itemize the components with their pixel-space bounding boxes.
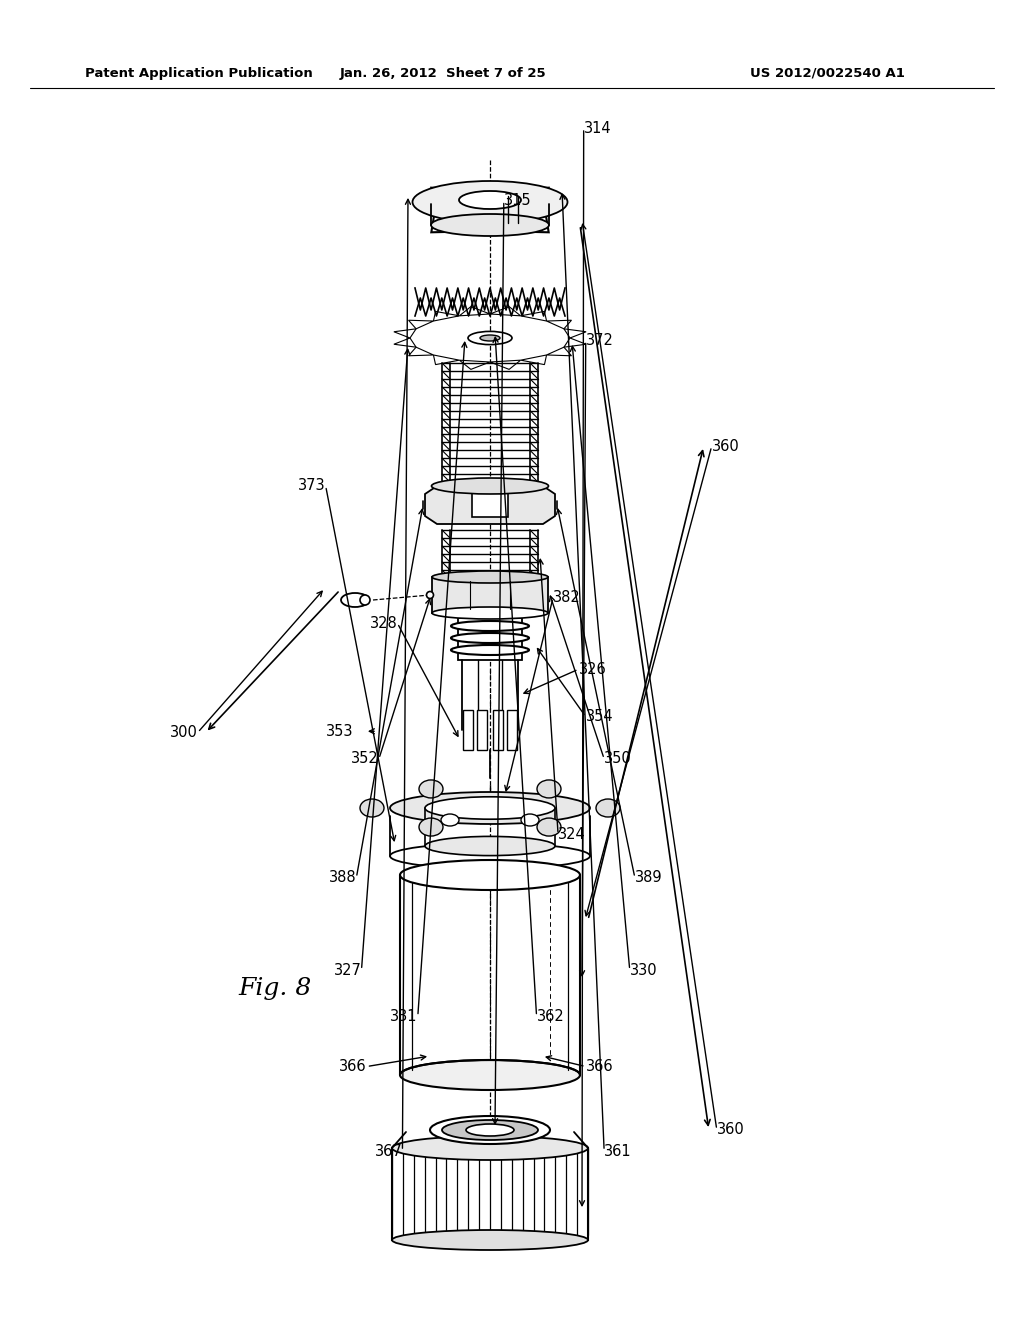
Polygon shape [394,329,416,338]
Ellipse shape [451,645,529,655]
Polygon shape [564,338,586,347]
Text: 353: 353 [326,723,353,739]
Text: 324: 324 [558,826,586,842]
Ellipse shape [537,818,561,836]
Ellipse shape [596,799,620,817]
Ellipse shape [419,780,443,799]
Text: 367: 367 [375,1143,402,1159]
Polygon shape [394,338,416,347]
Text: 389: 389 [635,870,663,886]
Ellipse shape [419,818,443,836]
Text: 372: 372 [586,333,613,348]
Text: 314: 314 [584,120,611,136]
Bar [493,710,503,750]
Polygon shape [460,306,490,315]
Polygon shape [431,187,549,232]
Ellipse shape [431,214,549,236]
Ellipse shape [425,837,555,855]
Bar [507,710,517,750]
Polygon shape [520,355,547,364]
Text: Patent Application Publication: Patent Application Publication [85,66,312,79]
Ellipse shape [459,191,521,209]
Ellipse shape [430,1115,550,1144]
Polygon shape [547,321,571,329]
Ellipse shape [466,1125,514,1137]
Polygon shape [460,360,490,370]
Bar [477,710,487,750]
Text: 328: 328 [370,615,397,631]
Ellipse shape [432,607,548,619]
Ellipse shape [537,780,561,799]
Text: 350: 350 [604,751,632,767]
Ellipse shape [341,593,369,607]
Ellipse shape [431,478,549,494]
Ellipse shape [442,1119,538,1140]
Text: 360: 360 [712,438,739,454]
Polygon shape [433,355,460,364]
Polygon shape [547,347,571,356]
Text: 315: 315 [504,193,531,209]
Text: Jan. 26, 2012  Sheet 7 of 25: Jan. 26, 2012 Sheet 7 of 25 [340,66,547,79]
Text: 352: 352 [351,751,379,767]
Text: 373: 373 [298,478,326,494]
Ellipse shape [392,1137,588,1160]
Ellipse shape [360,595,370,605]
Polygon shape [490,306,520,315]
Ellipse shape [521,814,539,826]
Ellipse shape [441,814,459,826]
Text: 388: 388 [329,870,356,886]
Text: 326: 326 [579,661,606,677]
Text: 366: 366 [586,1059,613,1074]
Bar [432,577,548,612]
Bar [392,1148,588,1239]
Text: 330: 330 [630,962,657,978]
Ellipse shape [390,843,590,869]
Ellipse shape [400,861,580,890]
Ellipse shape [468,331,512,345]
Text: 300: 300 [170,725,198,741]
Ellipse shape [432,572,548,583]
Polygon shape [409,347,433,356]
Polygon shape [425,486,555,524]
Text: 360: 360 [717,1122,744,1138]
Polygon shape [409,321,433,329]
Text: 361: 361 [604,1143,632,1159]
Text: 382: 382 [553,590,581,606]
Text: 331: 331 [390,1008,418,1024]
Text: US 2012/0022540 A1: US 2012/0022540 A1 [750,66,905,79]
Ellipse shape [390,792,590,824]
Ellipse shape [480,335,500,341]
Text: 327: 327 [334,962,361,978]
Text: Fig. 8: Fig. 8 [238,977,311,999]
Polygon shape [564,329,586,338]
Ellipse shape [400,1060,580,1090]
Text: 366: 366 [339,1059,367,1074]
Ellipse shape [392,1230,588,1250]
Ellipse shape [427,591,433,598]
Ellipse shape [451,620,529,631]
Ellipse shape [425,797,555,820]
Ellipse shape [451,634,529,643]
Bar [472,492,508,517]
Bar [458,618,522,660]
Bar [463,710,473,750]
Text: 354: 354 [586,709,613,725]
Ellipse shape [360,799,384,817]
Polygon shape [490,360,520,370]
Ellipse shape [413,181,567,223]
Polygon shape [520,312,547,321]
Text: 362: 362 [537,1008,564,1024]
Polygon shape [433,312,460,321]
